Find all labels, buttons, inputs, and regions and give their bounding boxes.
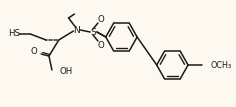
Text: O: O	[97, 15, 104, 24]
Text: S: S	[90, 27, 96, 36]
Text: N: N	[73, 25, 80, 34]
Text: O: O	[30, 47, 37, 56]
Text: OCH₃: OCH₃	[211, 60, 232, 70]
Text: O: O	[97, 41, 104, 50]
Text: OH: OH	[60, 68, 73, 77]
Text: HS: HS	[8, 30, 20, 39]
